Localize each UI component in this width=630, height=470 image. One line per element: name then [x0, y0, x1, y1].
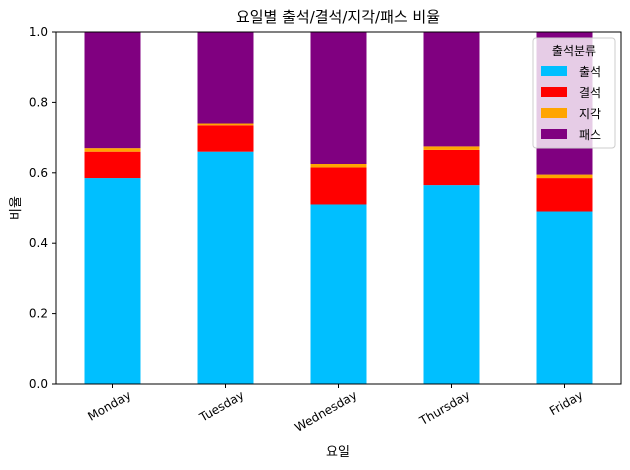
- bar-thursday-series-3: [423, 32, 480, 147]
- legend-label-0: 출석: [579, 65, 601, 79]
- y-tick-label: 0.0: [29, 377, 48, 391]
- chart-title: 요일별 출석/결석/지각/패스 비율: [236, 8, 440, 26]
- bar-thursday-series-2: [423, 146, 480, 150]
- x-tick-label: Friday: [547, 388, 586, 418]
- y-tick-label: 1.0: [29, 25, 48, 39]
- bars-group: [84, 32, 593, 384]
- bar-thursday-series-0: [423, 185, 480, 384]
- y-axis: 0.0 0.2 0.4 0.6 0.8 1.0: [29, 25, 56, 391]
- legend-label-2: 지각: [579, 107, 601, 121]
- legend-label-1: 결석: [579, 86, 601, 100]
- legend-swatch-0: [541, 66, 567, 76]
- bar-friday-series-0: [536, 211, 593, 384]
- bar-tuesday-series-0: [197, 151, 254, 384]
- bar-wednesday-series-2: [310, 164, 367, 168]
- bar-tuesday-series-3: [197, 32, 254, 124]
- y-tick-label: 0.2: [29, 307, 48, 321]
- bar-friday-series-1: [536, 178, 593, 212]
- bar-monday-series-1: [84, 151, 141, 179]
- x-tick-label: Monday: [85, 388, 133, 424]
- legend-swatch-1: [541, 87, 567, 97]
- x-tick-label: Tuesday: [196, 388, 246, 425]
- legend-label-3: 패스: [579, 128, 601, 142]
- legend-swatch-3: [541, 129, 567, 139]
- bar-monday-series-2: [84, 148, 141, 152]
- bar-tuesday-series-1: [197, 125, 254, 152]
- y-tick-label: 0.4: [29, 236, 48, 250]
- bar-wednesday-series-3: [310, 32, 367, 164]
- x-axis: Monday Tuesday Wednesday Thursday Friday: [85, 384, 585, 435]
- x-axis-label: 요일: [326, 445, 350, 460]
- x-tick-label: Wednesday: [292, 388, 359, 435]
- bar-thursday-series-1: [423, 149, 480, 186]
- bar-friday-series-2: [536, 174, 593, 179]
- bar-monday-series-3: [84, 32, 141, 149]
- bar-wednesday-series-1: [310, 167, 367, 205]
- y-axis-label: 비율: [9, 196, 24, 220]
- x-tick-label: Thursday: [416, 388, 472, 429]
- legend-box: [532, 37, 616, 149]
- legend-swatch-2: [541, 108, 567, 118]
- y-tick-label: 0.6: [29, 166, 48, 180]
- bar-tuesday-series-2: [197, 123, 254, 126]
- legend-title: 출석분류: [552, 44, 596, 58]
- bar-monday-series-0: [84, 178, 141, 384]
- bar-wednesday-series-0: [310, 204, 367, 384]
- y-tick-label: 0.8: [29, 95, 48, 109]
